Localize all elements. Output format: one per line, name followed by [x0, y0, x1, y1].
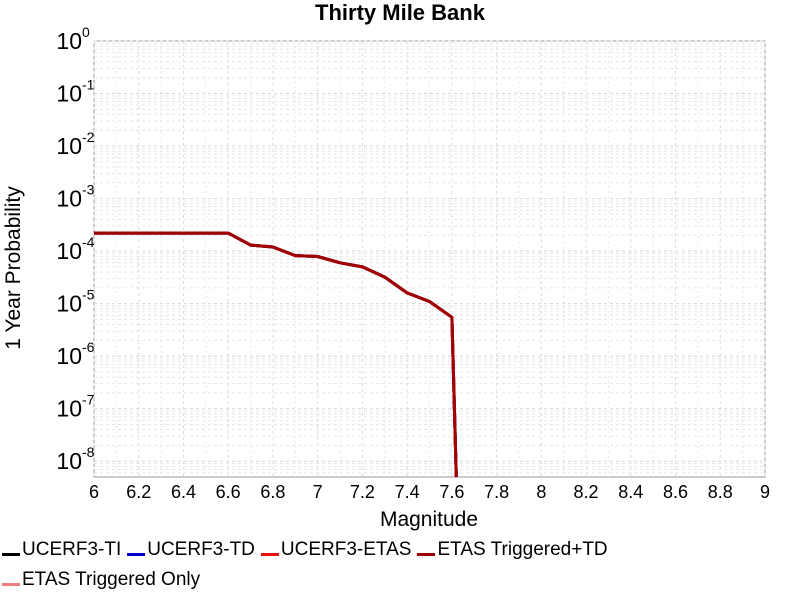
x-tick-label: 6.6 — [216, 482, 241, 502]
y-tick-exponent: 0 — [82, 24, 90, 40]
y-tick-base: 10 — [56, 133, 82, 159]
y-tick-base: 10 — [56, 186, 82, 212]
x-tick-label: 6 — [89, 482, 99, 502]
x-tick-label: 7.2 — [350, 482, 375, 502]
y-tick-base: 10 — [56, 343, 82, 369]
legend-item: ETAS Triggered+TD — [415, 536, 608, 564]
x-tick-label: 6.2 — [126, 482, 151, 502]
y-tick-label: 10 -2 — [56, 129, 94, 159]
x-tick-label: 6.4 — [171, 482, 196, 502]
y-tick-label: 10 -6 — [56, 339, 94, 369]
y-tick-label: 10 -4 — [56, 234, 94, 264]
legend-swatch — [260, 552, 279, 556]
y-tick-base: 10 — [56, 448, 82, 474]
y-tick-label: 10 -1 — [56, 77, 94, 107]
legend-label: ETAS Triggered Only — [22, 569, 201, 590]
legend: UCERF3-TI UCERF3-TD UCERF3-ETAS ETAS Trigge… — [0, 536, 800, 600]
x-tick-label: 6.8 — [260, 482, 285, 502]
x-tick-label: 8.8 — [708, 482, 733, 502]
legend-item: ETAS Triggered Only — [0, 566, 200, 594]
y-tick-label: 10 -3 — [56, 182, 94, 212]
y-tick-label: 10 0 — [56, 24, 90, 54]
x-tick-label: 7.4 — [395, 482, 420, 502]
x-tick-label: 9 — [760, 482, 770, 502]
y-tick-base: 10 — [56, 28, 82, 54]
series-lines — [94, 231, 458, 478]
y-tick-base: 10 — [56, 291, 82, 317]
legend-row: ETAS Triggered Only — [0, 566, 204, 594]
y-tick-exponent: -4 — [82, 234, 95, 250]
legend-item: UCERF3-TI — [0, 536, 121, 564]
x-tick-label: 7.8 — [484, 482, 509, 502]
x-tick-labels: 6 6.2 6.4 6.6 6.8 7 7.2 7.4 7.6 7.8 8 8.2 8.4 8.6 8.8 9 — [89, 482, 770, 502]
x-tick-label: 7.6 — [439, 482, 464, 502]
legend-label: ETAS Triggered+TD — [437, 539, 608, 560]
x-tick-label: 7 — [313, 482, 323, 502]
x-tick-label: 8.6 — [663, 482, 688, 502]
y-tick-exponent: -6 — [82, 339, 95, 355]
legend-item: UCERF3-TD — [125, 536, 255, 564]
grid — [93, 40, 766, 477]
legend-item: UCERF3-ETAS — [259, 536, 412, 564]
legend-swatch — [2, 552, 20, 556]
legend-swatch — [2, 582, 20, 586]
x-axis-label: Magnitude — [380, 508, 478, 531]
y-tick-base: 10 — [56, 238, 82, 264]
y-tick-exponent: -2 — [82, 129, 95, 145]
y-tick-exponent: -1 — [82, 77, 95, 93]
legend-row: UCERF3-TI UCERF3-TD UCERF3-ETAS ETAS Trigge… — [0, 536, 612, 564]
y-tick-base: 10 — [56, 81, 82, 107]
legend-label: UCERF3-TI — [22, 539, 122, 560]
y-tick-base: 10 — [56, 396, 82, 422]
x-tick-label: 8.2 — [574, 482, 599, 502]
y-tick-exponent: -8 — [82, 444, 95, 460]
y-axis-label: 1 Year Probability — [2, 186, 25, 350]
y-tick-label: 10 -5 — [56, 287, 94, 317]
series-line-3 — [94, 231, 458, 478]
y-tick-label: 10 -8 — [56, 444, 94, 474]
x-tick-label: 8 — [536, 482, 546, 502]
y-tick-exponent: -7 — [82, 392, 95, 408]
legend-swatch — [127, 552, 146, 556]
legend-label: UCERF3-ETAS — [280, 539, 412, 560]
y-tick-exponent: -5 — [82, 287, 95, 303]
y-tick-exponent: -3 — [82, 182, 95, 198]
legend-swatch — [417, 552, 436, 556]
y-tick-label: 10 -7 — [56, 392, 94, 422]
chart-title: Thirty Mile Bank — [315, 0, 486, 25]
legend-label: UCERF3-TD — [147, 539, 255, 560]
x-tick-label: 8.4 — [618, 482, 643, 502]
